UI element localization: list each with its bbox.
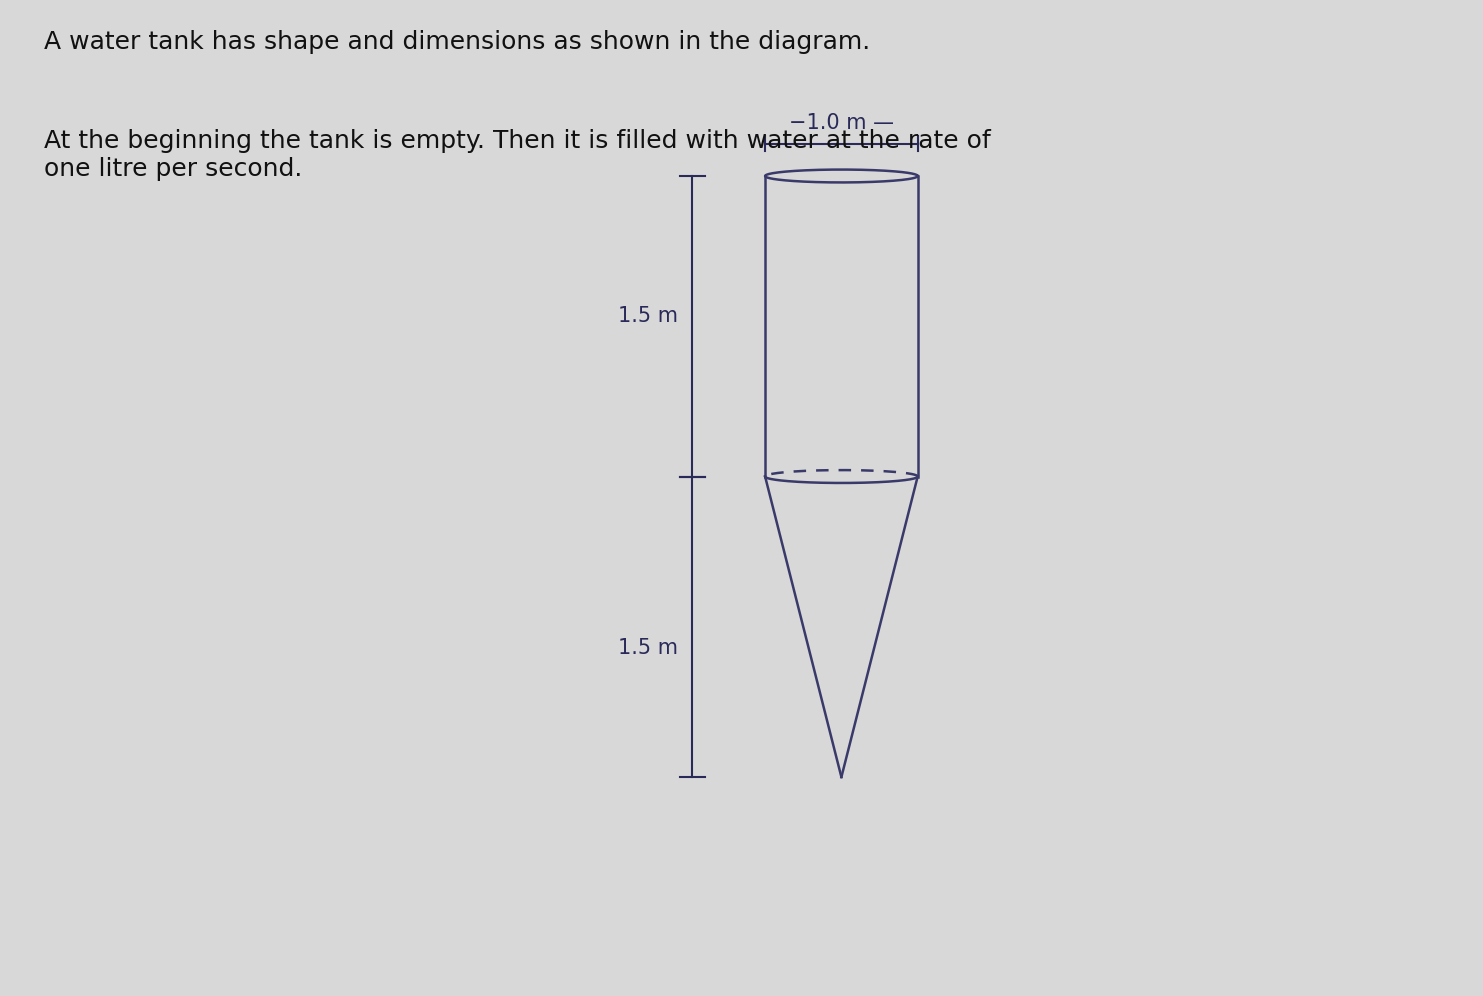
Text: 1.5 m: 1.5 m (618, 306, 678, 326)
Text: 1.5 m: 1.5 m (618, 638, 678, 658)
Text: −1.0 m —: −1.0 m — (789, 114, 894, 133)
Text: A water tank has shape and dimensions as shown in the diagram.: A water tank has shape and dimensions as… (44, 30, 871, 54)
Text: At the beginning the tank is empty. Then it is filled with water at the rate of
: At the beginning the tank is empty. Then… (44, 129, 991, 181)
